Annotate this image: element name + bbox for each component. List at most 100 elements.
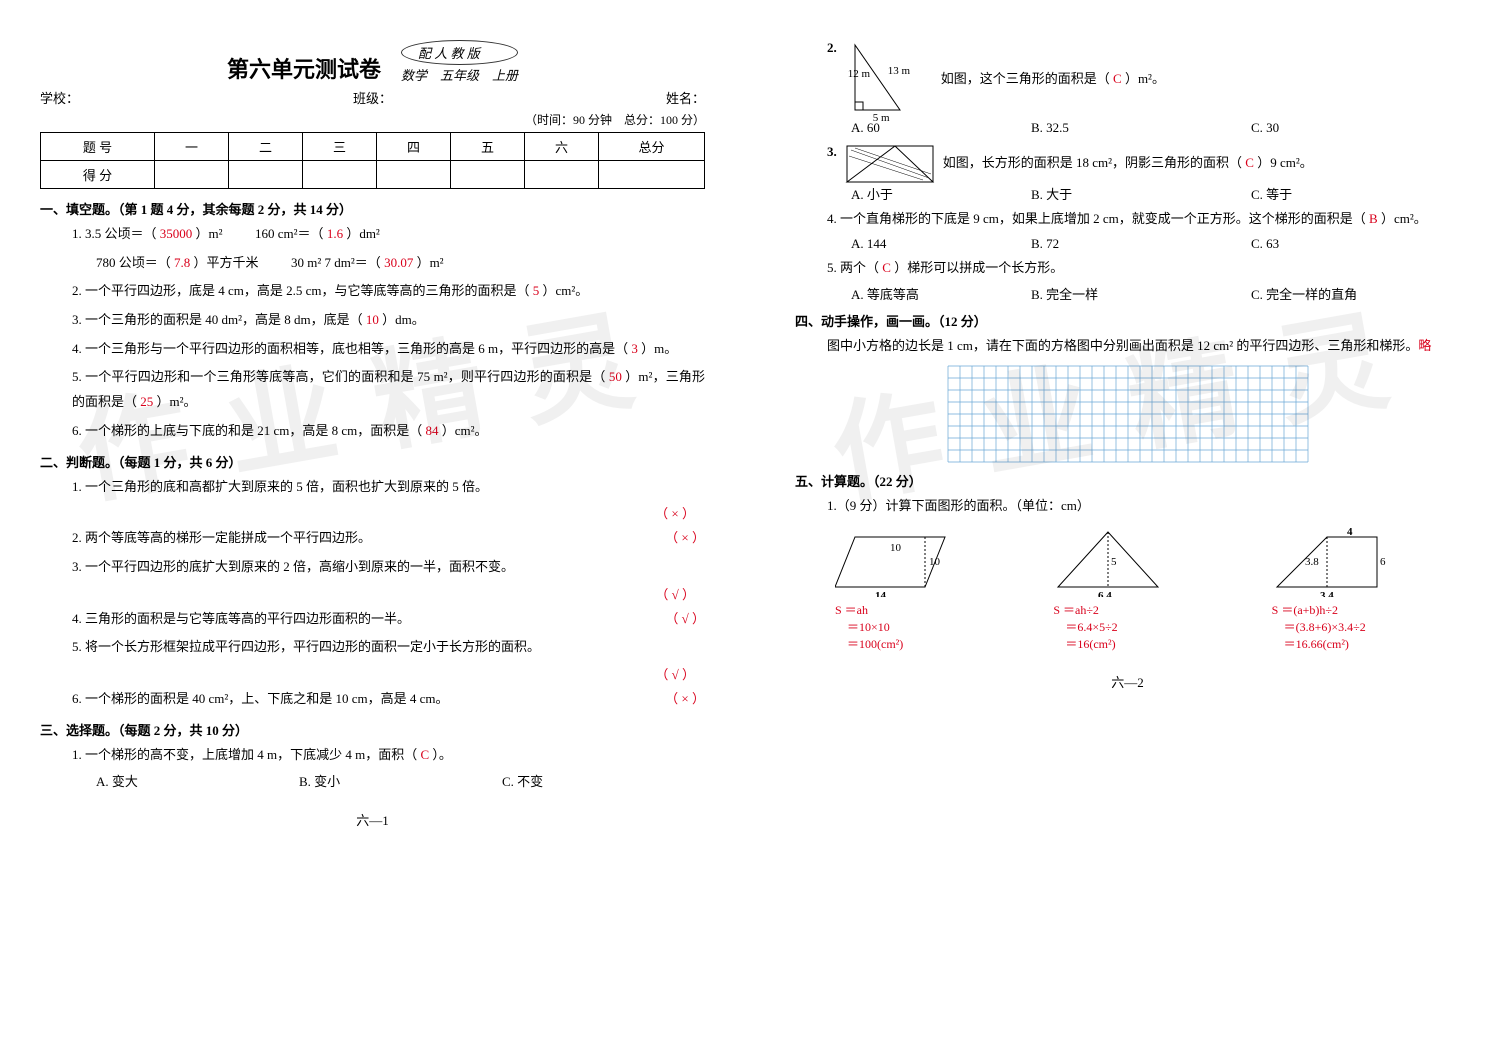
q3: 3. 一个三角形的面积是 40 dm²，高是 8 dm，底是（ 10 ）dm。 [72,308,705,333]
class-label: 班级： [353,88,392,107]
q4: 4. 一个三角形与一个平行四边形的面积相等，底也相等，三角形的高是 6 m，平行… [72,337,705,362]
svg-text:3.4: 3.4 [1320,590,1334,597]
calc1-line3: ＝100(cm²) [835,635,1023,652]
table-row: 题 号 一 二 三 四 五 六 总分 [41,133,705,161]
c3-opt-a: A. 小于 [851,184,1031,203]
q1-line2: 780 公顷＝（ 7.8 ）平方千米 30 m² 7 dm²＝（ 30.07 ）… [96,251,705,276]
c1-opt-b: B. 变小 [299,771,502,790]
q1-line1: 1. 3.5 公顷＝（ 35000 ）m² 160 cm²＝（ 1.6 ）dm² [72,222,705,247]
s4-question: 图中小方格的边长是 1 cm，请在下面的方格图中分别画出面积是 12 cm² 的… [827,334,1460,359]
subject-line: 数学 五年级 上册 [401,65,518,84]
c5-opt-a: A. 等底等高 [851,284,1031,303]
c3-number: 3. [827,144,837,160]
c3-answer: C [1242,155,1257,170]
q3-answer: 10 [363,312,383,327]
j3: 3. 一个平行四边形的底扩大到原来的 2 倍，高缩小到原来的一半，面积不变。 [72,555,705,580]
svg-text:5: 5 [1111,556,1117,568]
j4: 4. 三角形的面积是与它等底等高的平行四边形面积的一半。 （ √ ） [72,607,705,632]
score-head-5: 五 [450,133,524,161]
c4: 4. 一个直角梯形的下底是 9 cm，如果上底增加 2 cm，就变成一个正方形。… [827,207,1460,232]
q1c-answer: 7.8 [171,255,194,270]
c1-opt-a: A. 变大 [96,771,299,790]
c2-dim-hyp: 13 m [888,65,910,77]
name-label: 姓名： [666,88,705,107]
time-row: （时间：90 分钟 总分：100 分） [40,111,705,128]
j2: 2. 两个等底等高的梯形一定能拼成一个平行四边形。 （ × ） [72,526,705,551]
score-head-0: 题 号 [41,133,155,161]
c4-opt-b: B. 72 [1031,236,1251,252]
calc-3: 4 3.8 6 3.4 S ＝(a+b)h÷2 ＝(3.8+6)×3.4÷2 ＝… [1272,527,1460,652]
calc1-line1: S ＝ah [835,601,1023,618]
c2-number: 2. [827,40,837,56]
q1a-answer: 35000 [157,226,196,241]
q6: 6. 一个梯形的上底与下底的和是 21 cm，高是 8 cm，面积是（ 84 ）… [72,419,705,444]
s5-question: 1.（9 分）计算下面图形的面积。（单位：cm） [827,494,1460,519]
triangle-figure-icon [845,40,925,120]
page-num-left: 六—1 [40,810,705,829]
score-head-6: 六 [524,133,598,161]
calc3-line1: S ＝(a+b)h÷2 [1272,601,1460,618]
grid-figure [947,365,1309,463]
section-1-title: 一、填空题。（第 1 题 4 分，其余每题 2 分，共 14 分） [40,199,705,218]
j2-answer: （ × ） [665,526,705,551]
c2-opt-c: C. 30 [1251,120,1460,136]
c5-answer: C [879,260,894,275]
c3-opt-b: B. 大于 [1031,184,1251,203]
c2-dim-b: 5 m [873,112,890,124]
svg-text:10: 10 [890,542,902,554]
j6-answer: （ × ） [665,687,705,712]
c4-opt-a: A. 144 [851,236,1031,252]
calc2-line1: S ＝ah÷2 [1053,601,1241,618]
section-2-title: 二、判断题。（每题 1 分，共 6 分） [40,452,705,471]
q2: 2. 一个平行四边形，底是 4 cm，高是 2.5 cm，与它等底等高的三角形的… [72,279,705,304]
score-head-2: 二 [229,133,303,161]
q5: 5. 一个平行四边形和一个三角形等底等高，它们的面积和是 75 m²，则平行四边… [72,365,705,414]
c5-opt-c: C. 完全一样的直角 [1251,284,1460,303]
c5-opt-b: B. 完全一样 [1031,284,1251,303]
c3-row: 3. 如图，长方形的面积是 18 cm²，阴影三角形的面积（ C ）9 cm²。 [827,144,1460,184]
j1-answer: （ × ） [40,503,695,522]
j4-answer: （ √ ） [665,607,705,632]
c4-opt-c: C. 63 [1251,236,1460,252]
q1b-answer: 1.6 [324,226,347,241]
rect-triangle-figure-icon [845,144,935,184]
q5-answer-b: 25 [137,394,157,409]
score-head-7: 总分 [598,133,704,161]
score-head-4: 四 [376,133,450,161]
j6: 6. 一个梯形的面积是 40 cm²，上、下底之和是 10 cm，高是 4 cm… [72,687,705,712]
parallelogram-figure-icon: 10 10 14 [835,527,955,597]
svg-text:3.8: 3.8 [1305,556,1319,568]
calc-1: 10 10 14 S ＝ah ＝10×10 ＝100(cm²) [835,527,1023,652]
c1-opt-c: C. 不变 [502,771,705,790]
header: 第六单元测试卷 配 人 教 版 数学 五年级 上册 [40,40,705,84]
calc3-line2: ＝(3.8+6)×3.4÷2 [1272,618,1460,635]
q4-answer: 3 [628,341,641,356]
svg-text:14: 14 [875,590,887,597]
score-table: 题 号 一 二 三 四 五 六 总分 得 分 [40,132,705,189]
score-head-1: 一 [155,133,229,161]
c3-opt-c: C. 等于 [1251,184,1460,203]
c4-options: A. 144 B. 72 C. 63 [851,236,1460,252]
s4-answer: 略 [1418,338,1431,353]
q5-answer-a: 50 [605,369,625,384]
calc1-line2: ＝10×10 [835,618,1023,635]
meta-row: 学校： 班级： 姓名： [40,88,705,107]
c2-answer: C [1110,71,1125,86]
school-label: 学校： [40,88,79,107]
section-5-title: 五、计算题。（22 分） [795,471,1460,490]
c1-options: A. 变大 B. 变小 C. 不变 [96,771,705,790]
calc3-line3: ＝16.66(cm²) [1272,635,1460,652]
unit-title: 第六单元测试卷 [227,52,381,84]
c2-row: 2. 12 m 13 m 5 m 如图，这个三角形的面积是（ C ）m²。 [827,40,1460,120]
table-row: 得 分 [41,161,705,189]
j3-answer: （ √ ） [40,584,695,603]
c4-answer: B [1366,211,1381,226]
svg-text:6: 6 [1380,556,1386,568]
c1: 1. 一个梯形的高不变，上底增加 4 m，下底减少 4 m，面积（ C ）。 [72,743,705,768]
q2-answer: 5 [530,283,543,298]
right-page: 作业精灵 2. 12 m 13 m 5 m 如图，这个三角形的面积是（ C ）m… [795,40,1460,829]
trapezoid-figure-icon: 4 3.8 6 3.4 [1272,527,1392,597]
c1-answer: C [417,747,432,762]
c2-opt-b: B. 32.5 [1031,120,1251,136]
c5-options: A. 等底等高 B. 完全一样 C. 完全一样的直角 [851,284,1460,303]
